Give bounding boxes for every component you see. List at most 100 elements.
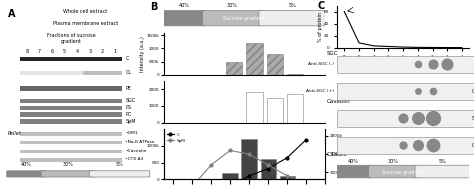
FancyBboxPatch shape [89,171,150,177]
Point [414,63,421,66]
Text: SGC: SGC [327,51,338,56]
Text: B: B [151,2,158,12]
FancyBboxPatch shape [202,11,262,26]
Text: Plasma membrane extract: Plasma membrane extract [53,21,118,26]
FancyBboxPatch shape [20,141,33,144]
FancyBboxPatch shape [109,141,122,144]
FancyBboxPatch shape [83,57,96,61]
FancyBboxPatch shape [71,158,84,162]
FancyBboxPatch shape [96,86,109,91]
FancyBboxPatch shape [46,149,59,153]
Point [428,144,436,147]
Text: Sucrose gradient: Sucrose gradient [223,16,265,21]
FancyBboxPatch shape [20,105,33,110]
Y-axis label: Intensity (a.u.): Intensity (a.u.) [140,36,145,72]
Bar [266,54,283,75]
FancyBboxPatch shape [109,120,122,124]
Text: Caveolin: Caveolin [327,99,351,104]
FancyBboxPatch shape [109,158,122,162]
X-axis label: Fraction: Fraction [392,61,414,66]
FancyBboxPatch shape [33,112,46,117]
FancyBboxPatch shape [336,165,371,178]
FancyBboxPatch shape [46,86,59,91]
Point [443,63,451,66]
Text: Whole cell extract: Whole cell extract [64,9,108,14]
FancyBboxPatch shape [58,99,71,103]
FancyBboxPatch shape [83,120,96,124]
Text: C: C [317,1,324,11]
FancyBboxPatch shape [96,158,109,162]
FancyBboxPatch shape [96,112,109,117]
FancyBboxPatch shape [20,71,33,75]
Bar [222,173,237,179]
FancyBboxPatch shape [20,112,33,117]
Text: •GM1: •GM1 [125,131,138,135]
C [284,157,290,159]
FancyBboxPatch shape [109,149,122,153]
Text: 5%: 5% [289,3,297,8]
Point [414,144,421,147]
Text: A: A [8,9,15,19]
Text: CL: CL [125,70,131,75]
FancyBboxPatch shape [71,57,84,61]
FancyBboxPatch shape [71,99,84,103]
Text: Sucrose gradient: Sucrose gradient [382,170,424,175]
FancyBboxPatch shape [58,112,71,117]
FancyBboxPatch shape [337,56,474,73]
FancyBboxPatch shape [96,71,109,75]
FancyBboxPatch shape [33,149,46,153]
Text: 5%: 5% [439,159,447,164]
FancyBboxPatch shape [20,149,33,153]
FancyBboxPatch shape [259,11,327,26]
FancyBboxPatch shape [46,132,59,136]
FancyBboxPatch shape [96,99,109,103]
FancyBboxPatch shape [20,132,33,136]
Text: PS: PS [125,105,131,110]
Text: 40%: 40% [21,162,32,166]
FancyBboxPatch shape [7,171,46,177]
FancyBboxPatch shape [83,112,96,117]
FancyBboxPatch shape [46,57,59,61]
FancyBboxPatch shape [58,120,71,124]
SpM [265,164,271,166]
FancyBboxPatch shape [33,99,46,103]
FancyBboxPatch shape [33,57,46,61]
Text: •Na-K ATPase: •Na-K ATPase [125,140,155,144]
Text: CTX A3: CTX A3 [472,89,474,94]
Text: 30%: 30% [388,159,399,164]
FancyBboxPatch shape [71,71,84,75]
Text: 40%: 40% [348,159,359,164]
FancyBboxPatch shape [20,158,33,162]
FancyBboxPatch shape [46,158,59,162]
Bar [226,62,242,75]
Text: SGC: SGC [125,98,136,103]
FancyBboxPatch shape [83,149,96,153]
FancyBboxPatch shape [96,132,109,136]
Text: 30%: 30% [227,3,237,8]
FancyBboxPatch shape [83,141,96,144]
FancyBboxPatch shape [415,165,471,178]
FancyBboxPatch shape [162,11,206,26]
Text: 7: 7 [38,49,41,54]
FancyBboxPatch shape [71,120,84,124]
Text: PC: PC [125,112,131,117]
Bar [246,92,263,123]
FancyBboxPatch shape [20,99,33,103]
Text: •Caveolin: •Caveolin [125,149,147,153]
Text: SGC: SGC [472,116,474,121]
FancyBboxPatch shape [109,86,122,91]
Text: 4: 4 [76,49,79,54]
Text: CTX A3: CTX A3 [327,152,346,157]
C [265,167,271,170]
Text: 30%: 30% [63,162,73,166]
FancyBboxPatch shape [109,57,122,61]
FancyBboxPatch shape [109,71,122,75]
Text: Anti-SGC (-): Anti-SGC (-) [309,62,334,66]
Text: 5: 5 [63,49,66,54]
FancyBboxPatch shape [96,141,109,144]
Line: SpM: SpM [172,149,308,185]
Bar [280,176,295,179]
Point [414,117,421,120]
FancyBboxPatch shape [46,105,59,110]
Text: 40%: 40% [178,3,189,8]
